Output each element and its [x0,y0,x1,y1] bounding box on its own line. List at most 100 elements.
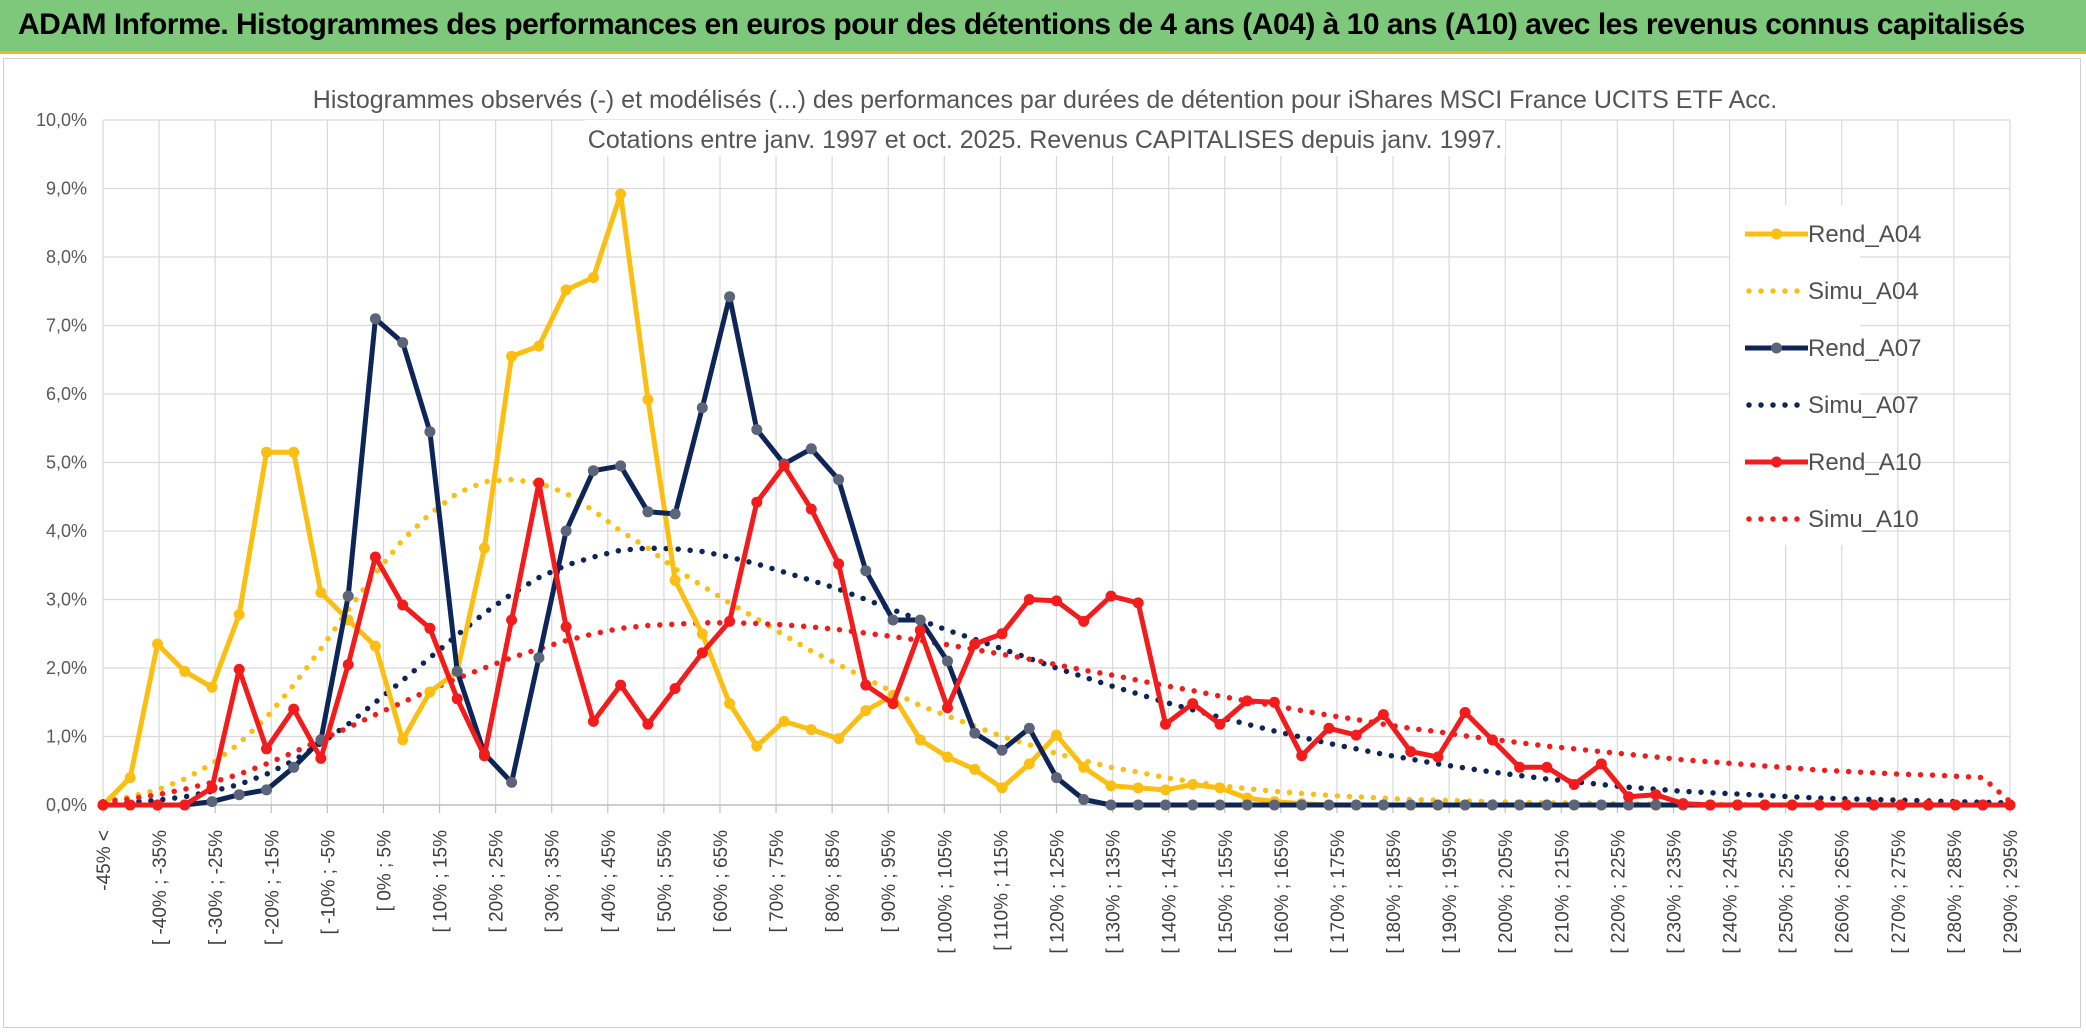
data-point [969,763,981,775]
data-point [1977,799,1989,811]
legend-entry: Simu_A10 [1746,506,1919,533]
data-point [315,752,327,764]
data-point [1105,780,1117,792]
data-point [560,525,572,537]
data-point [1241,799,1253,811]
legend-entry: Rend_A07 [1745,335,1921,362]
data-point [397,734,409,746]
data-point [1214,782,1226,794]
y-tick-label: 7,0% [46,316,87,336]
data-point [642,506,654,518]
series-line [100,620,2013,805]
x-tick-label: [ 180% ; 185% [1384,830,1405,954]
data-point [696,647,708,659]
data-point [1623,799,1635,811]
data-point [1459,799,1471,811]
data-point [233,789,245,801]
x-tick-label: [ 90% ; 95% [879,830,900,933]
data-point [1922,799,1934,811]
data-point [1214,718,1226,730]
data-point [506,350,518,362]
x-tick-label: [ 280% ; 285% [1945,830,1966,954]
data-point [478,750,490,762]
series-lines [97,188,2016,811]
data-point [1241,695,1253,707]
data-point [506,776,518,788]
x-tick-label: [ -20% ; -15% [262,830,283,945]
data-point [1350,799,1362,811]
data-point [397,599,409,611]
x-tick-label: [ 220% ; 225% [1608,830,1629,954]
x-tick-label: [ 200% ; 205% [1496,830,1517,954]
y-tick-label: 4,0% [46,521,87,541]
x-tick-label: [ 150% ; 155% [1216,830,1237,954]
data-point [1405,746,1417,758]
data-point [860,679,872,691]
data-point [506,614,518,626]
series-simu-a10 [100,620,2013,805]
data-point [696,628,708,640]
data-point [724,698,736,710]
data-point [1051,729,1062,741]
data-point [1732,799,1744,811]
data-point [751,496,763,508]
data-point [1078,794,1090,805]
data-point [261,446,272,458]
data-point [1323,722,1335,734]
legend-label: Rend_A10 [1808,449,1921,476]
y-tick-label: 6,0% [46,384,87,404]
x-tick-label: [ 40% ; 45% [599,830,620,933]
data-point [615,188,627,200]
data-point [1813,799,1825,811]
data-point [369,551,381,563]
data-point [1432,799,1444,811]
data-point [1350,729,1362,741]
data-point [1187,698,1199,710]
x-tick-label: [ 10% ; 15% [431,830,452,933]
data-point [1323,799,1335,811]
data-point [969,727,981,739]
legend-marker [1771,342,1782,354]
data-point [860,705,872,716]
x-tick-label: [ 270% ; 275% [1889,830,1910,954]
data-point [451,693,463,705]
data-point [724,615,736,627]
data-point [560,621,572,633]
legend-label: Rend_A07 [1808,335,1921,362]
data-point [560,284,572,296]
data-point [942,751,953,763]
data-point [1023,594,1035,605]
data-point [1078,615,1090,627]
data-point [1160,784,1171,796]
data-point [751,424,763,436]
data-point [533,652,545,664]
data-point [942,702,953,714]
data-point [152,638,163,650]
data-point [1432,751,1444,763]
x-tick-label: [ 250% ; 255% [1777,830,1798,954]
data-point [914,734,926,746]
data-point [1268,696,1280,708]
x-tick-label: [ 190% ; 195% [1440,830,1461,954]
x-tick-label: [ 120% ; 125% [1048,830,1069,954]
data-point [1541,799,1553,811]
data-point [152,799,163,811]
data-point [261,743,272,755]
data-point [315,587,327,599]
data-point [887,614,899,626]
data-point [1132,799,1144,811]
x-tick-label: [ 50% ; 55% [655,830,676,933]
data-point [805,724,817,736]
data-point [914,624,926,636]
x-tick-label: [ 80% ; 85% [823,830,844,933]
y-tick-label: 3,0% [46,590,87,610]
x-tick-label: [ 100% ; 105% [935,830,956,954]
data-point [1950,799,1961,811]
data-point [1677,798,1689,810]
y-tick-label: 9,0% [46,179,87,199]
data-point [615,460,627,472]
legend-entry: Simu_A04 [1746,278,1919,305]
data-point [397,337,409,349]
data-point [669,683,681,694]
legend-label: Simu_A07 [1808,392,1919,419]
